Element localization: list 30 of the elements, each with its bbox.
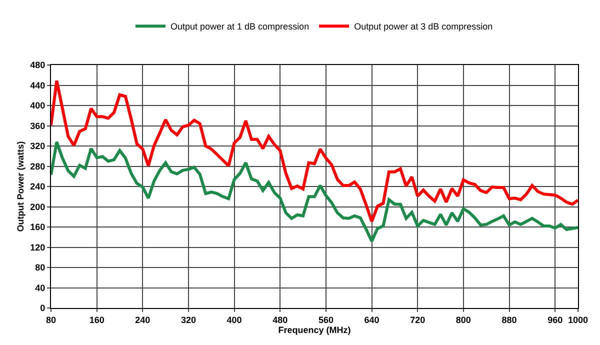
y-tick-label: 280 [30,161,46,172]
y-tick-label: 240 [30,182,46,192]
y-tick-label: 480 [30,60,46,70]
x-tick-label: 80 [46,314,56,325]
y-tick-label: 40 [35,282,46,293]
x-tick-label: 480 [272,314,288,325]
y-tick-label: 400 [30,100,46,111]
y-tick-label: 320 [30,141,46,152]
y-tick-label: 360 [30,120,46,131]
y-tick-label: 440 [30,80,46,90]
legend-label: Output power at 3 dB compression [354,22,493,32]
y-tick-label: 120 [30,242,46,252]
legend-label: Output power at 1 dB compression [170,22,310,32]
y-tick-label: 160 [30,222,46,232]
x-tick-label: 1000 [568,314,588,325]
x-tick-label: 720 [410,314,426,325]
x-tick-label: 800 [456,314,471,325]
y-axis-title: Output Power (watts) [16,141,26,232]
x-tick-label: 880 [502,314,517,325]
x-axis-title: Frequency (MHz) [278,324,351,335]
x-tick-label: 240 [135,314,150,325]
x-tick-label: 960 [548,314,563,325]
x-tick-label: 400 [226,314,242,325]
x-tick-label: 320 [180,314,196,325]
y-tick-label: 0 [40,303,46,314]
x-tick-label: 160 [89,314,104,325]
y-tick-label: 200 [30,202,46,212]
x-tick-label: 640 [364,314,380,325]
y-tick-label: 80 [35,262,46,273]
x-tick-label: 560 [318,314,334,325]
